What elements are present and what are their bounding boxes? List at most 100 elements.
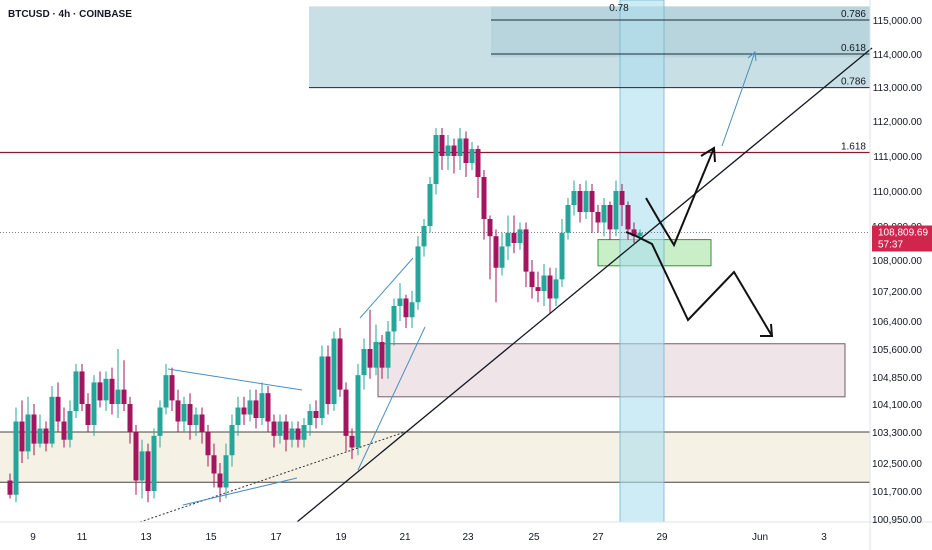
candle-body xyxy=(625,205,631,230)
candle-body xyxy=(169,375,175,401)
candle-body xyxy=(541,275,547,291)
candle-body xyxy=(505,232,511,247)
candle-body xyxy=(145,451,151,491)
candle-body xyxy=(343,389,349,436)
candle-body xyxy=(547,275,553,299)
candle-body xyxy=(379,342,385,368)
current-price-badge xyxy=(872,225,932,252)
candle-body xyxy=(427,184,433,226)
candle-body xyxy=(259,393,265,418)
price-tick-label: 107,200.00 xyxy=(872,287,922,298)
candle-body xyxy=(79,371,85,404)
candle-body xyxy=(301,425,307,440)
candle-body xyxy=(397,298,403,306)
candle-body xyxy=(211,455,217,474)
projection-thin-arrow xyxy=(721,51,756,147)
channel-lower-line xyxy=(357,326,426,471)
price-tick-label: 110,000.00 xyxy=(873,187,923,198)
time-tick-label: 15 xyxy=(205,532,217,543)
candle-body xyxy=(595,212,601,223)
candle-body xyxy=(553,279,559,299)
candle-body xyxy=(97,382,103,401)
candle-body xyxy=(517,229,523,243)
candle-body xyxy=(25,414,31,452)
time-highlight xyxy=(619,0,665,523)
candle-body xyxy=(115,389,121,404)
candle-body xyxy=(109,378,115,404)
candle-body xyxy=(175,400,181,422)
fib-label: 0.786 xyxy=(841,9,866,20)
bullish-path-arrow xyxy=(645,147,715,248)
candle-body xyxy=(409,302,415,318)
time-tick-label: 19 xyxy=(335,532,347,543)
candle-body xyxy=(205,432,211,456)
candle-body xyxy=(463,138,469,163)
candle-body xyxy=(565,205,571,233)
candle-body xyxy=(391,306,397,332)
price-tick-label: 115,000.00 xyxy=(873,16,923,27)
candle-body xyxy=(445,145,451,156)
candle-body xyxy=(451,145,457,156)
candle-body xyxy=(619,191,625,205)
price-tick-label: 102,500.00 xyxy=(872,459,922,470)
candle-body xyxy=(637,232,643,237)
candle-body xyxy=(607,205,613,230)
candle-body xyxy=(571,191,577,205)
price-tick-label: 111,000.00 xyxy=(873,152,922,163)
candle-body xyxy=(589,191,595,212)
candle-body xyxy=(475,149,481,177)
candle-body xyxy=(61,421,67,440)
bearish-arrowhead xyxy=(760,323,774,337)
dotted-trendline xyxy=(139,431,406,523)
candle-body xyxy=(403,298,409,318)
price-tick-label: 104,850.00 xyxy=(872,373,922,384)
candle-body xyxy=(193,414,199,425)
beige-zone xyxy=(0,432,870,483)
candle-body xyxy=(487,219,493,237)
price-tick-label: 101,700.00 xyxy=(872,487,922,498)
candle-body xyxy=(73,371,79,411)
candle-body xyxy=(121,389,127,404)
time-tick-label: 27 xyxy=(592,532,604,543)
candle-body xyxy=(511,232,517,243)
candle-body xyxy=(67,411,73,440)
fib-label: 0.786 xyxy=(841,77,866,88)
candle-body xyxy=(331,338,337,404)
candle-body xyxy=(229,425,235,456)
candle-body xyxy=(439,135,445,156)
candle-body xyxy=(337,338,343,390)
candle-body xyxy=(163,375,169,408)
candle-body xyxy=(319,356,325,418)
candle-body xyxy=(355,375,361,448)
fib-label: 0.618 xyxy=(841,43,866,54)
candle-body xyxy=(469,149,475,163)
candle-body xyxy=(577,191,583,212)
candle-body xyxy=(535,287,541,291)
pink-zone xyxy=(377,343,846,398)
candle-body xyxy=(481,177,487,219)
price-tick-label: 104,100.00 xyxy=(872,400,922,411)
time-tick-label: 25 xyxy=(528,532,540,543)
candle-body xyxy=(13,421,19,495)
price-tick-label: 100,950.00 xyxy=(872,515,922,526)
price-tick-label: 105,600.00 xyxy=(872,345,922,356)
candle-body xyxy=(217,473,223,488)
candle-body xyxy=(367,349,373,368)
price-tick-label: 114,000.00 xyxy=(873,50,923,61)
candle-body xyxy=(139,451,145,481)
candle-body xyxy=(49,396,55,444)
candle-body xyxy=(91,382,97,425)
bearish-path-arrow xyxy=(625,231,773,337)
candle-body xyxy=(613,191,619,230)
candle-body xyxy=(37,428,43,444)
time-tick-label: Jun xyxy=(752,532,768,543)
time-tick-label: 29 xyxy=(656,532,668,543)
candle-body xyxy=(241,407,247,415)
candle-body xyxy=(133,432,139,481)
candle-body xyxy=(181,404,187,422)
candle-body xyxy=(361,349,367,376)
candle-body xyxy=(283,421,289,440)
candle-body xyxy=(85,404,91,425)
candle-body xyxy=(43,428,49,444)
